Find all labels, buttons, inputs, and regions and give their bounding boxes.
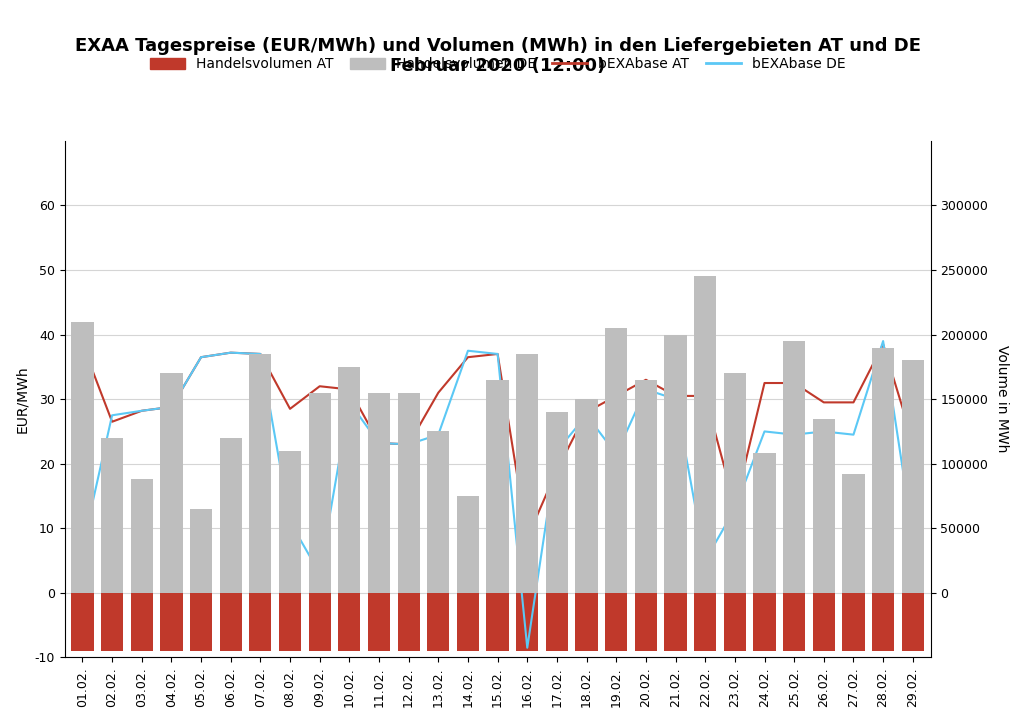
Bar <box>338 367 360 593</box>
Bar <box>189 509 212 593</box>
Bar <box>694 277 717 593</box>
Bar <box>486 593 509 651</box>
Bar <box>605 593 628 651</box>
Bar <box>427 432 450 593</box>
Bar <box>427 593 450 651</box>
Bar <box>516 593 539 651</box>
Y-axis label: Volume in MWh: Volume in MWh <box>995 345 1009 453</box>
Bar <box>605 328 628 593</box>
Bar <box>665 593 687 651</box>
Bar <box>368 393 390 593</box>
Bar <box>635 593 657 651</box>
Bar <box>249 593 271 651</box>
Bar <box>219 593 242 651</box>
Bar <box>308 593 331 651</box>
Bar <box>813 419 835 593</box>
Bar <box>161 593 182 651</box>
Bar <box>902 360 924 593</box>
Legend: Handelsvolumen AT, Handelsvolumen DE, bEXAbase AT, bEXAbase DE: Handelsvolumen AT, Handelsvolumen DE, bE… <box>150 58 846 71</box>
Bar <box>843 474 864 593</box>
Bar <box>754 453 775 593</box>
Bar <box>249 354 271 593</box>
Bar <box>665 334 687 593</box>
Bar <box>813 593 835 651</box>
Y-axis label: EUR/MWh: EUR/MWh <box>15 365 29 433</box>
Bar <box>161 373 182 593</box>
Bar <box>872 347 894 593</box>
Bar <box>724 593 745 651</box>
Title: EXAA Tagespreise (EUR/MWh) und Volumen (MWh) in den Liefergebieten AT und DE
Feb: EXAA Tagespreise (EUR/MWh) und Volumen (… <box>75 37 921 76</box>
Bar <box>397 593 420 651</box>
Bar <box>279 451 301 593</box>
Bar <box>575 399 598 593</box>
Bar <box>724 373 745 593</box>
Bar <box>783 341 805 593</box>
Bar <box>72 322 93 593</box>
Bar <box>131 593 153 651</box>
Bar <box>843 593 864 651</box>
Bar <box>516 354 539 593</box>
Bar <box>101 438 123 593</box>
Bar <box>575 593 598 651</box>
Bar <box>635 380 657 593</box>
Bar <box>131 479 153 593</box>
Bar <box>72 593 93 651</box>
Bar <box>694 593 717 651</box>
Bar <box>457 496 479 593</box>
Bar <box>279 593 301 651</box>
Bar <box>546 412 568 593</box>
Bar <box>783 593 805 651</box>
Bar <box>457 593 479 651</box>
Bar <box>101 593 123 651</box>
Bar <box>902 593 924 651</box>
Bar <box>546 593 568 651</box>
Bar <box>368 593 390 651</box>
Bar <box>189 593 212 651</box>
Bar <box>338 593 360 651</box>
Bar <box>872 593 894 651</box>
Bar <box>308 393 331 593</box>
Bar <box>486 380 509 593</box>
Bar <box>397 393 420 593</box>
Bar <box>219 438 242 593</box>
Bar <box>754 593 775 651</box>
